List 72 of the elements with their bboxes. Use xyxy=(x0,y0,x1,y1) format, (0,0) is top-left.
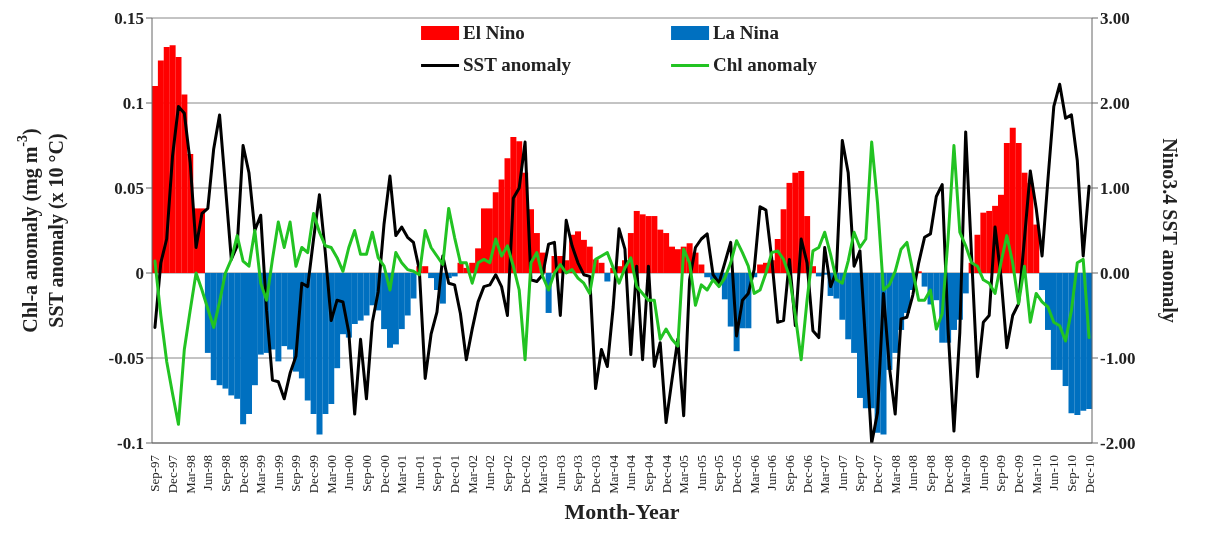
x-axis-title: Month-Year xyxy=(564,499,680,524)
x-tick-label: Mar-07 xyxy=(817,454,833,494)
x-tick-label: Dec-97 xyxy=(165,454,181,494)
x-tick-label: Mar-98 xyxy=(182,455,198,494)
x-tick-label: Mar-01 xyxy=(394,455,410,494)
y-tick-label: 0.05 xyxy=(114,179,144,199)
y2-tick-label: 2.00 xyxy=(1100,94,1130,114)
x-tick-label: Jun-99 xyxy=(270,455,286,491)
x-tick-label: Sep-09 xyxy=(993,455,1009,492)
x-tick-label: Jun-00 xyxy=(341,455,357,491)
x-tick-label: Sep-99 xyxy=(288,455,304,492)
legend-label: Chl anomaly xyxy=(712,54,817,76)
x-tick-label: Sep-04 xyxy=(640,454,656,492)
x-tick-label: Sep-02 xyxy=(499,455,515,492)
x-tick-label: Sep-00 xyxy=(358,455,374,492)
x-tick-label: Mar-08 xyxy=(887,455,903,494)
y2-tick-label: 3.00 xyxy=(1100,9,1130,29)
x-tick-label: Dec-98 xyxy=(235,455,251,494)
x-tick-label: Jun-06 xyxy=(764,454,780,491)
x-tick-label: Jun-98 xyxy=(200,455,216,491)
x-tick-label: Dec-06 xyxy=(799,454,815,494)
x-tick-label: Sep-08 xyxy=(922,455,938,492)
x-tick-label: Sep-97 xyxy=(147,454,163,492)
x-tick-label: Mar-06 xyxy=(746,454,762,494)
y-tick-label: -0.1 xyxy=(117,434,144,454)
legend-label: El Nino xyxy=(463,22,525,44)
x-tick-label: Sep-06 xyxy=(781,454,797,492)
x-tick-label: Mar-04 xyxy=(605,454,621,494)
y2-tick-label: 0.00 xyxy=(1100,264,1130,284)
x-tick-label: Mar-10 xyxy=(1028,455,1044,494)
x-tick-label: Dec-09 xyxy=(1011,455,1027,494)
x-tick-label: Sep-01 xyxy=(429,455,445,492)
x-tick-label: Sep-05 xyxy=(711,455,727,492)
x-tick-label: Sep-98 xyxy=(217,455,233,492)
x-tick-label: Dec-01 xyxy=(447,455,463,494)
x-tick-label: Jun-07 xyxy=(834,454,850,491)
legend-label: SST anomaly xyxy=(463,54,571,76)
y-tick-label: -0.05 xyxy=(108,349,144,369)
x-tick-label: Jun-03 xyxy=(552,455,568,491)
y-tick-label: 0.1 xyxy=(122,94,144,114)
y2-axis-title: Nino3.4 SST anomaly xyxy=(1158,138,1181,323)
x-tick-label: Mar-09 xyxy=(958,455,974,494)
x-tick-label: Dec-05 xyxy=(729,455,745,494)
x-tick-label: Jun-05 xyxy=(693,455,709,491)
x-tick-label: Jun-09 xyxy=(975,455,991,491)
y2-tick-label: -2.00 xyxy=(1100,434,1136,454)
x-tick-label: Jun-01 xyxy=(411,455,427,491)
x-tick-label: Jun-08 xyxy=(905,455,921,491)
legend-label: La Nina xyxy=(712,22,779,44)
x-tick-label: Dec-07 xyxy=(870,454,886,494)
x-tick-label: Dec-00 xyxy=(376,455,392,494)
x-tick-label: Dec-04 xyxy=(658,454,674,494)
x-tick-label: Mar-05 xyxy=(676,455,692,494)
x-tick-label: Mar-99 xyxy=(253,455,269,494)
y-tick-label: 0.15 xyxy=(114,9,144,29)
x-tick-label: Sep-07 xyxy=(852,454,868,492)
x-tick-label: Sep-03 xyxy=(570,455,586,492)
x-tick-label: Mar-03 xyxy=(535,455,551,494)
x-tick-label: Dec-10 xyxy=(1081,455,1097,494)
y2-tick-label: -1.00 xyxy=(1100,349,1136,369)
x-tick-label: Mar-00 xyxy=(323,455,339,494)
x-tick-label: Jun-10 xyxy=(1046,455,1062,491)
x-tick-label: Jun-02 xyxy=(482,455,498,491)
x-tick-label: Jun-04 xyxy=(623,454,639,491)
x-tick-label: Dec-02 xyxy=(517,455,533,494)
y-tick-label: 0 xyxy=(135,264,144,284)
x-tick-label: Dec-99 xyxy=(306,455,322,494)
x-tick-label: Dec-03 xyxy=(588,455,604,494)
x-tick-label: Mar-02 xyxy=(464,455,480,494)
y2-tick-label: 1.00 xyxy=(1100,179,1130,199)
x-tick-label: Dec-08 xyxy=(940,455,956,494)
x-tick-label: Sep-10 xyxy=(1063,455,1079,492)
